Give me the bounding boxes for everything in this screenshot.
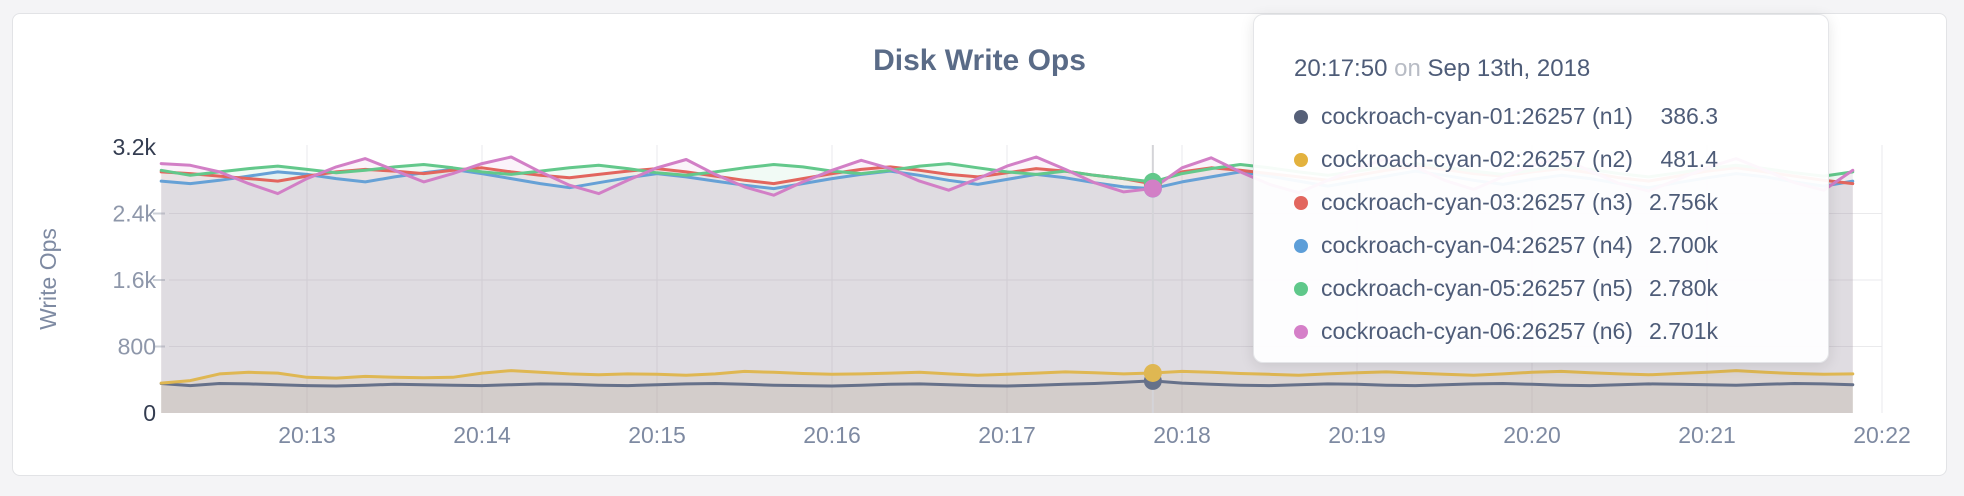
series-value: 2.701k [1648, 318, 1718, 344]
y-axis-tick-label: 800 [118, 334, 156, 360]
x-axis-tick-label: 20:21 [1678, 422, 1736, 448]
series-label: cockroach-cyan-01:26257 (n1) [1321, 103, 1633, 129]
series-value: 2.756k [1648, 189, 1718, 215]
series-color-dot-icon [1294, 324, 1308, 339]
tooltip-on-word: on [1394, 55, 1421, 82]
series-value: 2.780k [1648, 275, 1718, 301]
series-label: cockroach-cyan-06:26257 (n6) [1321, 318, 1633, 344]
x-axis-tick-label: 20:20 [1503, 422, 1561, 448]
series-value: 481.4 [1660, 146, 1718, 172]
tooltip-row: cockroach-cyan-05:26257 (n5) 2.780k [1294, 267, 1718, 310]
series-label: cockroach-cyan-05:26257 (n5) [1321, 275, 1633, 301]
series-value: 2.700k [1648, 232, 1718, 258]
hover-marker [1143, 145, 1162, 413]
y-axis-tick-label: 1.6k [113, 267, 157, 293]
hover-dot-n6 [1143, 179, 1162, 198]
x-axis-tick-label: 20:19 [1328, 422, 1386, 448]
y-axis-title: Write Ops [35, 228, 61, 330]
y-axis-tick-label: 3.2k [113, 134, 157, 160]
x-axis-tick-label: 20:15 [628, 422, 686, 448]
series-color-dot-icon [1294, 238, 1308, 253]
tooltip-legend: cockroach-cyan-01:26257 (n1) 386.3 cockroa… [1294, 95, 1718, 353]
series-color-dot-icon [1294, 152, 1308, 167]
tooltip-row: cockroach-cyan-06:26257 (n6) 2.701k [1294, 310, 1718, 353]
tooltip-row: cockroach-cyan-01:26257 (n1) 386.3 [1294, 95, 1718, 138]
x-axis-tick-label: 20:16 [803, 422, 861, 448]
series-color-dot-icon [1294, 195, 1308, 210]
series-area-n1 [161, 380, 1853, 413]
series-label: cockroach-cyan-03:26257 (n3) [1321, 189, 1633, 215]
x-axis-tick-label: 20:17 [978, 422, 1036, 448]
y-axis-tick-label: 0 [143, 400, 156, 426]
chart-title: Disk Write Ops [873, 44, 1086, 77]
tooltip-row: cockroach-cyan-02:26257 (n2) 481.4 [1294, 138, 1718, 181]
tooltip-header: 20:17:50 on Sep 13th, 2018 [1294, 55, 1828, 83]
x-axis-tick-label: 20:18 [1153, 422, 1211, 448]
x-axis-tick-label: 20:14 [453, 422, 511, 448]
tooltip-date: Sep 13th, 2018 [1427, 55, 1591, 82]
axis-labels: 0 800 1.6k 2.4k 3.2k 20:13 20:14 20:15 20:16 20:1… [35, 134, 1911, 448]
tooltip-row: cockroach-cyan-03:26257 (n3) 2.756k [1294, 181, 1718, 224]
x-axis-tick-label: 20:13 [278, 422, 336, 448]
x-axis-tick-label: 20:22 [1853, 422, 1911, 448]
series-line-n2 [159, 369, 1855, 385]
y-axis-tick-label: 2.4k [113, 201, 157, 227]
series-color-dot-icon [1294, 281, 1308, 296]
tooltip-time: 20:17:50 [1294, 55, 1388, 82]
series-label: cockroach-cyan-04:26257 (n4) [1321, 232, 1633, 258]
series-line-n1 [159, 379, 1855, 388]
hover-dot-n2 [1143, 363, 1162, 382]
chart-card: Disk Write Ops 0 800 1.6k 2.4k 3.2k 20:13 20:1… [12, 13, 1947, 476]
chart-tooltip: 20:17:50 on Sep 13th, 2018 cockroach-cya… [1253, 14, 1829, 363]
series-area-n2 [161, 370, 1853, 413]
series-label: cockroach-cyan-02:26257 (n2) [1321, 146, 1633, 172]
tooltip-row: cockroach-cyan-04:26257 (n4) 2.700k [1294, 224, 1718, 267]
series-color-dot-icon [1294, 109, 1308, 124]
series-value: 386.3 [1660, 103, 1718, 129]
